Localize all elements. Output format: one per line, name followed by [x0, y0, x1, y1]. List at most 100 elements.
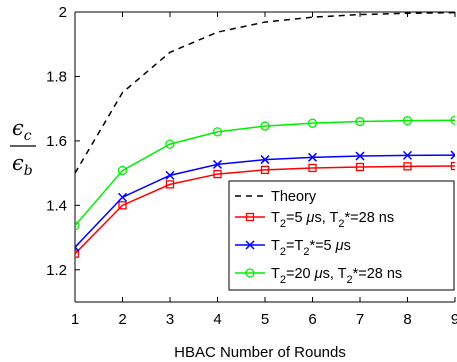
y-axis-label: ϵc ϵb	[10, 116, 36, 179]
legend-swatch-marker-stroke	[245, 240, 255, 250]
legend-swatch-marker	[245, 240, 255, 250]
legend-label-part: T	[271, 238, 280, 254]
legend-label-part: *=28 ns	[345, 210, 395, 226]
series-1-point	[118, 201, 127, 210]
legend-label-part: μ	[335, 238, 344, 254]
legend-label-part: T	[271, 210, 280, 226]
series-2-point	[212, 159, 223, 169]
series-2-point	[307, 152, 318, 162]
legend-label-part: =T	[286, 238, 303, 254]
series-3-point	[117, 165, 128, 176]
x-tick-label: 1	[71, 311, 79, 328]
legend-item-3: T2=20 μs, T2*=28 ns	[235, 266, 402, 286]
legend-label-part: Theory	[271, 189, 317, 205]
legend-label-part: 2	[303, 246, 309, 258]
series-2-point	[450, 150, 455, 160]
series-2-point	[260, 155, 270, 165]
legend-label-part: s, T	[315, 210, 339, 226]
legend-label-part: 2	[338, 218, 344, 230]
x-axis-label: HBAC Number of Rounds	[174, 344, 346, 361]
series-1-point	[165, 180, 175, 189]
series-1-point	[75, 249, 80, 258]
series-2	[75, 150, 455, 252]
legend-item-0: Theory	[235, 189, 317, 205]
x-tick-label: 4	[213, 311, 221, 328]
y-label-numerator-sub: c	[24, 128, 32, 144]
series-2-point-stroke	[260, 155, 270, 165]
legend-label-part: *=5	[309, 238, 335, 254]
series-2-point-stroke	[450, 154, 455, 160]
legend-label-part: =20	[286, 266, 315, 282]
series-3-point	[402, 115, 413, 126]
y-label-denominator-sub: b	[24, 163, 33, 179]
series-3-line	[75, 119, 455, 227]
series-0-line	[75, 12, 455, 174]
legend-label-part: s	[344, 238, 351, 254]
y-tick-label: 1.2	[46, 262, 67, 279]
legend-label-part: *=28 ns	[353, 266, 403, 282]
legend-label: T2=20 μs, T2*=28 ns	[271, 266, 402, 286]
legend-label-part: 2	[280, 246, 286, 258]
legend-box	[228, 180, 455, 291]
series-2-point-stroke	[212, 159, 223, 169]
series-1	[75, 161, 455, 258]
series-2-point	[355, 151, 365, 161]
series-3-point	[212, 127, 223, 137]
legend-label-part: 2	[280, 274, 286, 286]
y-label-denominator: ϵb	[12, 151, 33, 179]
series-0	[75, 12, 455, 174]
series-2-point-stroke	[75, 246, 80, 252]
series-2-point-stroke	[165, 170, 175, 180]
y-tick-label: 1.6	[46, 133, 67, 150]
x-tick-label: 9	[451, 311, 457, 328]
series-3-point	[355, 116, 365, 127]
series-1-point	[260, 165, 270, 175]
series-3-point	[450, 115, 455, 125]
series-layer	[75, 12, 455, 258]
series-2-point-stroke	[75, 242, 80, 249]
x-tick-label: 8	[403, 311, 411, 328]
series-1-line	[75, 165, 455, 255]
series-1-point	[355, 162, 365, 172]
series-3-point	[307, 118, 318, 128]
y-tick-label: 2	[59, 4, 67, 21]
legend-item-1: T2=5 μs, T2*=28 ns	[235, 210, 394, 230]
x-tick-label: 6	[308, 311, 316, 328]
legend-item-2: T2=T2*=5 μs	[235, 238, 351, 258]
legend-label: T2=5 μs, T2*=28 ns	[271, 210, 394, 230]
series-3	[75, 115, 455, 231]
y-label-numerator: ϵc	[12, 116, 32, 144]
legend-label: Theory	[271, 189, 317, 205]
legend-swatch-marker	[245, 268, 255, 278]
tick-labels: 1 2 3 4 5 6 7 8 9 1.2 1.4 1.6 1.8 2	[46, 4, 457, 328]
series-2-point	[75, 242, 80, 252]
series-3-point	[165, 139, 175, 149]
series-2-point-stroke	[450, 150, 455, 157]
x-tick-label: 7	[356, 311, 364, 328]
legend-label-part: =5	[286, 210, 307, 226]
x-tick-label: 2	[118, 311, 126, 328]
y-tick-label: 1.8	[46, 68, 67, 85]
series-1-point	[213, 169, 222, 179]
series-1-point	[403, 162, 412, 171]
x-tick-label: 5	[261, 311, 269, 328]
series-2-point	[117, 192, 128, 202]
x-tick-label: 3	[166, 311, 174, 328]
series-2-point-stroke	[355, 151, 365, 161]
series-1-point	[308, 163, 317, 173]
series-1-point	[450, 161, 455, 171]
series-2-point	[402, 150, 413, 160]
legend-label-part: μ	[306, 210, 315, 226]
legend-label-part: T	[271, 266, 280, 282]
series-2-point-stroke	[402, 150, 413, 160]
series-3-point	[75, 220, 80, 231]
legend-swatch-marker	[245, 212, 255, 222]
series-2-point	[165, 170, 175, 180]
legend-label-part: μ	[314, 266, 323, 282]
series-2-point-stroke	[307, 152, 318, 162]
series-3-point	[260, 121, 270, 131]
legend-label: T2=T2*=5 μs	[271, 238, 351, 258]
y-tick-label: 1.4	[46, 197, 67, 214]
